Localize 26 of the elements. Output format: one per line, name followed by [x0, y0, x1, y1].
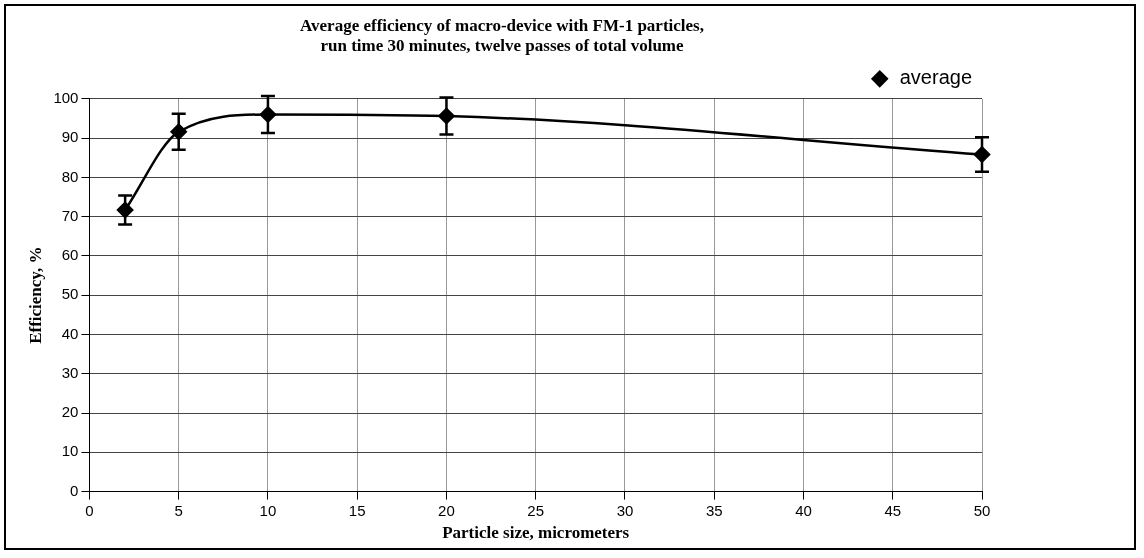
- x-tick-label: 25: [527, 501, 545, 519]
- x-tick-label: 10: [259, 501, 277, 519]
- x-tick-label: 30: [616, 501, 634, 519]
- y-tick-label: 70: [61, 206, 79, 224]
- chart-title: Average efficiency of macro-device with FM-1 particles, run time 30 minutes, twelve passes of total volume: [300, 15, 704, 55]
- x-tick-label: 0: [85, 501, 94, 519]
- x-tick-label: 15: [348, 501, 366, 519]
- y-tick-label: 80: [61, 167, 79, 185]
- y-axis-title: Efficiency, %: [25, 246, 45, 344]
- y-tick-label: 100: [53, 88, 79, 106]
- y-tick-label: 30: [61, 363, 79, 381]
- y-tick-label: 50: [61, 285, 79, 303]
- x-tick-label: 20: [438, 501, 455, 519]
- x-tick-label: 35: [705, 501, 723, 519]
- x-tick-label: 40: [795, 501, 812, 519]
- x-axis-title: Particle size, micrometers: [442, 523, 630, 543]
- y-tick-label: 90: [61, 128, 79, 146]
- legend-label: average: [899, 66, 973, 89]
- y-tick-label: 40: [61, 324, 79, 342]
- x-tick-label: 50: [973, 501, 991, 519]
- y-tick-label: 10: [61, 442, 79, 460]
- x-tick-label: 45: [884, 501, 902, 519]
- y-tick-label: 20: [61, 403, 79, 421]
- y-tick-label: 60: [61, 246, 79, 264]
- y-tick-label: 0: [70, 481, 79, 499]
- x-tick-label: 5: [174, 501, 183, 519]
